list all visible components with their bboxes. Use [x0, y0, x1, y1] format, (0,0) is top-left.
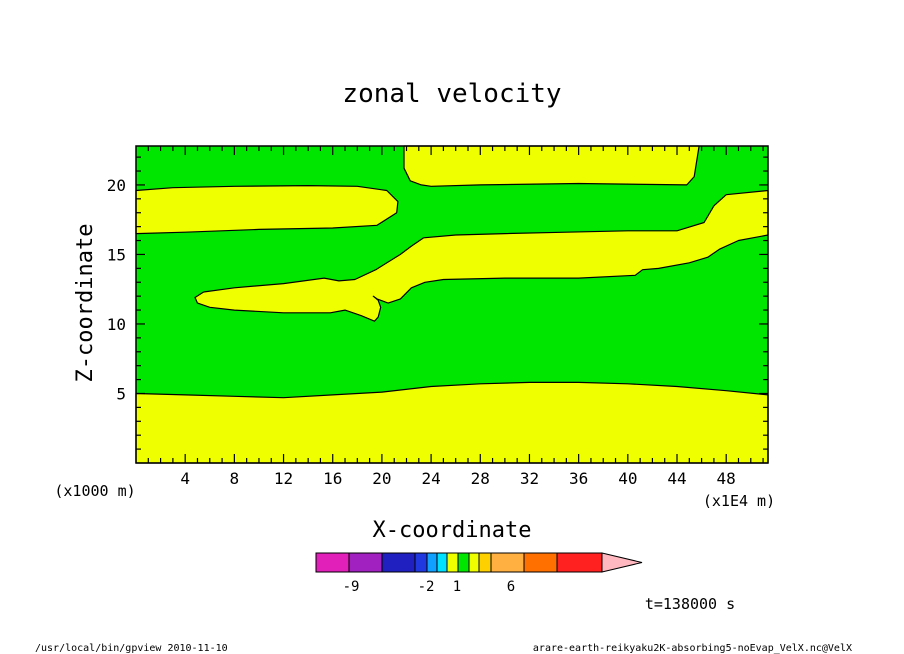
colorbar-segment — [446, 552, 459, 573]
colorbar-label: 6 — [507, 579, 515, 595]
colorbar-segment — [523, 552, 558, 573]
region-bottom-band — [135, 381, 769, 464]
colorbar-segment — [478, 552, 492, 573]
colorbar-segment — [426, 552, 438, 573]
x-tick-label: 36 — [569, 469, 588, 488]
footer-right: arare-earth-reikyaku2K-absorbing5-noEvap… — [533, 643, 852, 654]
colorbar-segment — [414, 552, 428, 573]
colorbar-segment — [556, 552, 603, 573]
x-tick-label: 24 — [421, 469, 440, 488]
x-axis-label: X-coordinate — [373, 518, 532, 543]
region-diagonal-band — [194, 189, 769, 322]
y-tick-label: 5 — [116, 384, 126, 403]
plot-area — [135, 145, 769, 464]
region-top-band — [403, 145, 700, 187]
y-tick-labels: 5 10 15 20 — [107, 176, 126, 404]
x-tick-label: 40 — [618, 469, 637, 488]
axis-ticks — [136, 146, 768, 463]
colorbar-segment — [436, 552, 448, 573]
colorbar-segment — [457, 552, 470, 573]
colorbar-segment — [381, 552, 416, 573]
y-tick-label: 10 — [107, 315, 126, 334]
colorbar-segment — [315, 552, 350, 573]
x-tick-label: 28 — [471, 469, 490, 488]
chart-title: zonal velocity — [342, 79, 561, 109]
x-tick-label: 8 — [230, 469, 240, 488]
x-tick-label: 20 — [372, 469, 391, 488]
colorbar-segment — [348, 552, 383, 573]
y-tick-label: 15 — [107, 245, 126, 264]
colorbar-segment — [490, 552, 525, 573]
colorbar-labels: -9 -2 1 6 — [343, 579, 516, 595]
x-tick-label: 32 — [520, 469, 539, 488]
x-tick-label: 48 — [717, 469, 736, 488]
colorbar-segment — [468, 552, 480, 573]
colorbar-label: -9 — [343, 579, 360, 595]
colorbar — [315, 552, 643, 573]
contour-regions — [135, 145, 769, 464]
colorbar-label: 1 — [453, 579, 461, 595]
y-tick-label: 20 — [107, 176, 126, 195]
x-tick-label: 44 — [667, 469, 686, 488]
footer-left: /usr/local/bin/gpview 2010-11-10 — [35, 643, 228, 654]
x-tick-label: 12 — [274, 469, 293, 488]
x-tick-label: 16 — [323, 469, 342, 488]
plot-frame — [135, 145, 769, 464]
colorbar-extension — [601, 552, 643, 573]
x-tick-label: 4 — [180, 469, 190, 488]
x-unit-label: (x1000 m) — [54, 482, 135, 500]
colorbar-label: -2 — [418, 579, 435, 595]
x-tick-labels: 4 8 12 16 20 24 28 32 36 40 44 48 — [180, 469, 735, 488]
x-scale-label: (x1E4 m) — [703, 492, 775, 510]
time-label: t=138000 s — [645, 595, 735, 613]
y-axis-label: Z-coordinate — [73, 224, 98, 383]
region-upper-left-band — [135, 185, 399, 235]
